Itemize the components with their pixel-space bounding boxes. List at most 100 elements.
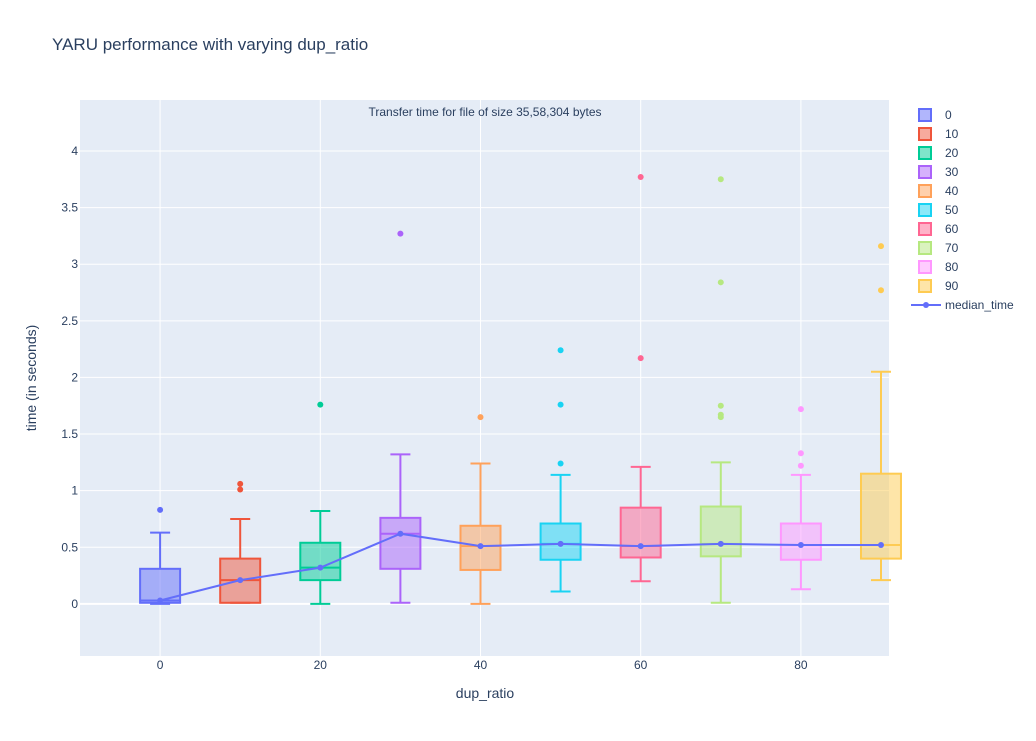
legend-item-10: 10: [918, 127, 959, 141]
x-axis-title: dup_ratio: [456, 685, 515, 701]
axes: 00.511.522.533.540 20 40 60 80: [61, 144, 808, 672]
outlier-point: [717, 411, 724, 418]
outlier-point: [397, 230, 404, 237]
legend-item-median-time: median_time: [911, 298, 1014, 312]
legend-label: 40: [945, 184, 959, 198]
legend-item-20: 20: [918, 146, 959, 160]
legend-item-60: 60: [918, 222, 959, 236]
legend-label: 0: [945, 108, 952, 122]
outlier-point: [717, 176, 724, 183]
chart-annotation: Transfer time for file of size 35,58,304…: [369, 105, 602, 119]
legend-item-50: 50: [918, 203, 959, 217]
y-tick-label: 2.5: [61, 314, 78, 328]
legend-item-90: 90: [918, 279, 959, 293]
outlier-point: [717, 279, 724, 286]
box-trace-30: [379, 230, 422, 604]
legend-swatch: [918, 241, 932, 255]
outlier-point: [557, 460, 564, 467]
y-tick-label: 4: [71, 144, 78, 158]
y-axis-title: time (in seconds): [23, 325, 39, 432]
outlier-point: [317, 401, 324, 408]
legend-swatch: [918, 127, 932, 141]
legend-swatch: [918, 203, 932, 217]
y-tick-label: 3.5: [61, 201, 78, 215]
outlier-point: [237, 486, 244, 493]
x-tick-label: 40: [474, 658, 488, 672]
legend-swatch: [918, 222, 932, 236]
x-tick-label: 60: [634, 658, 648, 672]
median-time-line: [159, 532, 881, 602]
outlier-point: [797, 406, 804, 413]
outlier-point: [637, 174, 644, 181]
y-tick-label: 0: [71, 597, 78, 611]
box-traces: [139, 174, 902, 605]
y-tick-label: 0.5: [61, 540, 78, 554]
legend-swatch: [918, 260, 932, 274]
legend-item-70: 70: [918, 241, 959, 255]
legend-label: median_time: [945, 298, 1014, 312]
legend-label: 30: [945, 165, 959, 179]
iqr-box: [379, 516, 422, 570]
outlier-point: [797, 462, 804, 469]
median-time-point: [797, 542, 804, 549]
iqr-box: [779, 522, 822, 561]
legend-label: 80: [945, 260, 959, 274]
median-time-point: [877, 542, 884, 549]
legend-swatch: [918, 279, 932, 293]
median-time-point: [157, 597, 164, 604]
x-tick-label: 0: [157, 658, 164, 672]
legend-label: 20: [945, 146, 959, 160]
outlier-point: [637, 355, 644, 362]
median-time-point: [717, 540, 724, 547]
iqr-box: [299, 541, 342, 582]
median-time-point: [397, 530, 404, 537]
box-trace-60: [619, 174, 662, 583]
box-trace-0: [139, 506, 182, 605]
y-tick-label: 3: [71, 257, 78, 271]
plot-area: [80, 100, 889, 656]
legend-item-40: 40: [918, 184, 959, 198]
box-trace-20: [299, 401, 342, 605]
legend-label: 70: [945, 241, 959, 255]
outlier-point: [237, 480, 244, 487]
iqr-box: [619, 506, 662, 559]
legend: 0 10 20 30 40 50 60 70 80 90 median_time: [911, 108, 1014, 312]
median-time-point: [237, 577, 244, 584]
legend-marker: [923, 302, 929, 308]
legend-label: 10: [945, 127, 959, 141]
y-tick-label: 1.5: [61, 427, 78, 441]
outlier-point: [717, 402, 724, 409]
median-time-point: [637, 543, 644, 550]
outlier-point: [157, 506, 164, 513]
legend-item-0: 0: [918, 108, 952, 122]
legend-label: 50: [945, 203, 959, 217]
legend-swatch: [918, 165, 932, 179]
box-trace-80: [779, 406, 822, 591]
outlier-point: [557, 347, 564, 354]
y-tick-label: 2: [71, 370, 78, 384]
x-tick-label: 80: [794, 658, 808, 672]
median-time-point: [557, 540, 564, 547]
legend-label: 90: [945, 279, 959, 293]
legend-item-30: 30: [918, 165, 959, 179]
x-tick-label: 20: [314, 658, 328, 672]
box-trace-70: [699, 176, 742, 604]
median-time-trace: [157, 530, 884, 604]
outlier-point: [477, 414, 484, 421]
legend-swatch: [918, 108, 932, 122]
legend-swatch: [918, 146, 932, 160]
legend-label: 60: [945, 222, 959, 236]
outlier-point: [877, 287, 884, 294]
legend-item-80: 80: [918, 260, 959, 274]
chart-title: YARU performance with varying dup_ratio: [52, 35, 368, 54]
iqr-box: [699, 505, 742, 558]
median-time-point: [477, 543, 484, 550]
legend-swatch: [918, 184, 932, 198]
median-time-point: [317, 564, 324, 571]
outlier-point: [557, 401, 564, 408]
outlier-point: [797, 450, 804, 457]
y-tick-label: 1: [71, 484, 78, 498]
outlier-point: [877, 243, 884, 250]
